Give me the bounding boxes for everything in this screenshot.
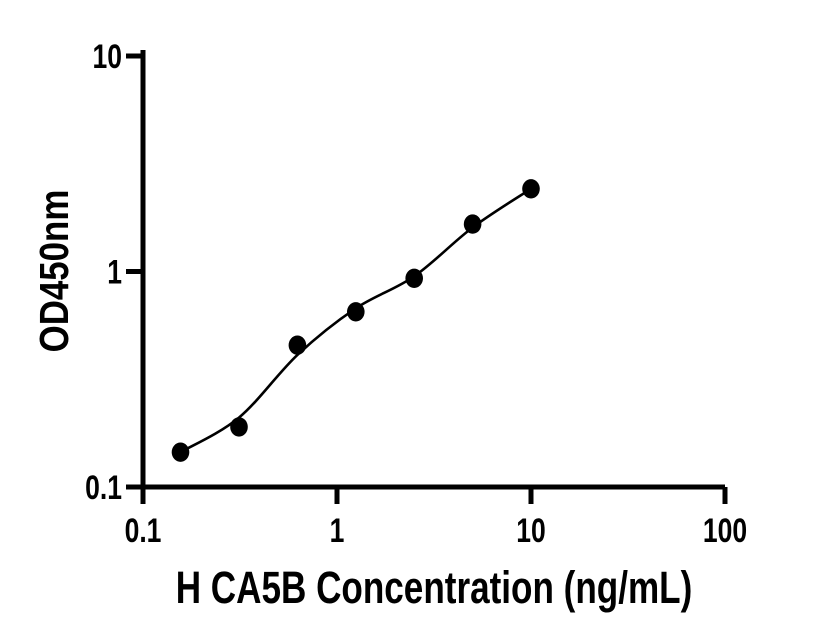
x-tick-label: 1 [330, 512, 345, 550]
data-point [405, 268, 424, 288]
data-point [230, 417, 248, 437]
x-axis-title: H CA5B Concentration (ng/mL) [176, 562, 693, 613]
x-tick-label: 10 [516, 512, 546, 550]
data-point [463, 214, 482, 234]
y-tick-label: 10 [92, 38, 122, 76]
y-tick-label: 1 [107, 253, 122, 291]
x-tick-label: 0.1 [125, 512, 162, 550]
data-point [171, 442, 190, 462]
data-point [288, 335, 307, 355]
y-axis-title: OD450nm [32, 190, 77, 353]
data-point [522, 179, 540, 199]
x-tick-label: 100 [703, 512, 747, 550]
data-point [347, 302, 365, 322]
y-tick-label: 0.1 [85, 469, 122, 507]
